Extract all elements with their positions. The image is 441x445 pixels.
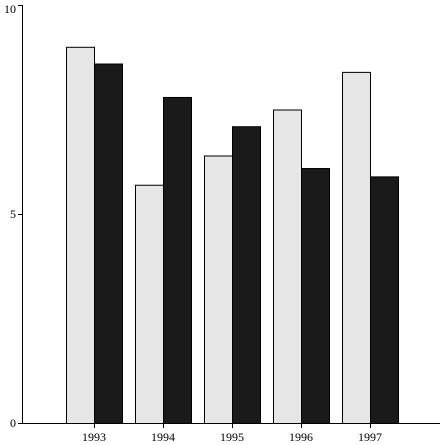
x-tick-label-1997: 1997	[358, 430, 382, 444]
bar-1995-series-1	[204, 155, 233, 424]
bar-1996-series-2	[301, 168, 330, 424]
y-tick-label-10: 10	[4, 2, 16, 16]
bar-1994-series-1	[135, 184, 164, 424]
bar-1997-series-2	[370, 176, 399, 424]
x-tick-label-1996: 1996	[289, 430, 313, 444]
bar-1994-series-2	[163, 96, 192, 425]
x-tick-group: 1993 1994 1995 1996 1997	[82, 423, 382, 444]
bar-1993-series-2	[94, 63, 123, 425]
y-tick-label-0: 0	[10, 416, 16, 430]
bar-1995-series-2	[232, 126, 261, 424]
y-tick-group: 0 5 10	[4, 2, 23, 430]
bar-1996-series-1	[273, 109, 302, 424]
bar-group	[66, 46, 399, 425]
bar-1993-series-1	[66, 46, 95, 425]
x-tick-label-1994: 1994	[151, 430, 175, 444]
x-tick-label-1993: 1993	[82, 430, 106, 444]
x-tick-label-1995: 1995	[220, 430, 244, 444]
y-tick-label-5: 5	[10, 207, 16, 221]
bar-1997-series-1	[342, 71, 371, 424]
